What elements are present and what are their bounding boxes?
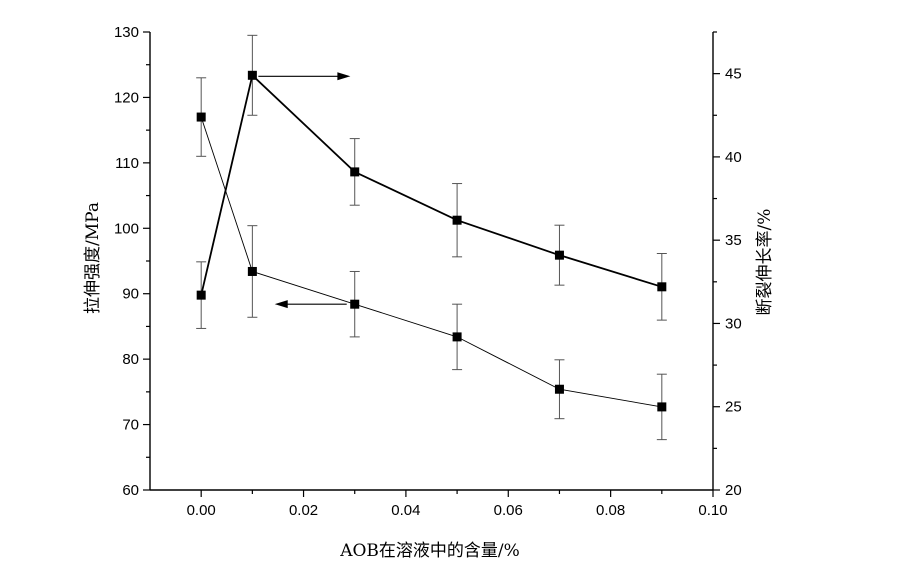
x-tick-label: 0.04 <box>391 502 420 519</box>
y-left-tick-label: 60 <box>122 482 139 499</box>
x-tick-label: 0.06 <box>494 502 523 519</box>
series-lines <box>200 73 663 408</box>
data-point <box>247 266 257 276</box>
y-left-axis-title: 拉伸强度/MPa <box>83 202 103 314</box>
y-left-tick-label: 110 <box>115 155 139 172</box>
axis-arrows <box>258 72 351 309</box>
data-point <box>554 384 564 394</box>
series-line-tensile-strength <box>200 116 662 408</box>
y-left-tick-label: 120 <box>114 89 139 106</box>
y-left-tick-label: 70 <box>122 417 139 434</box>
y-left-tick-label: 130 <box>114 24 139 41</box>
data-point <box>196 112 206 122</box>
data-point <box>657 402 667 412</box>
y-right-tick-label: 45 <box>725 66 742 83</box>
y-right-tick-label: 40 <box>725 149 742 166</box>
data-point <box>452 215 462 225</box>
arrow-right-head <box>337 72 351 81</box>
arrow-left-head <box>274 300 288 309</box>
data-point <box>657 282 667 292</box>
data-point <box>452 332 462 342</box>
y-left-tick-label: 90 <box>122 286 139 303</box>
x-tick-label: 0.00 <box>187 502 216 519</box>
x-tick-label: 0.08 <box>596 502 625 519</box>
data-point <box>196 290 206 300</box>
labels: AOB在溶液中的含量/% 拉伸强度/MPa 断裂伸长率/% <box>83 202 775 561</box>
data-point <box>350 299 360 309</box>
markers <box>196 70 667 412</box>
data-point <box>554 250 564 260</box>
error-bars <box>196 34 667 441</box>
axes: 0.00 0.02 0.04 0.06 0.08 0.10 60 70 80 90 100 110 12… <box>114 24 742 519</box>
x-tick-label: 0.02 <box>289 502 318 519</box>
y-left-tick-label: 100 <box>114 220 139 237</box>
x-axis-title: AOB在溶液中的含量/% <box>339 541 520 561</box>
y-right-axis-title: 断裂伸长率/% <box>755 209 775 316</box>
y-right-tick-label: 25 <box>725 399 742 416</box>
y-left-tick-label: 80 <box>122 351 139 368</box>
y-right-tick-label: 20 <box>725 482 742 499</box>
y-right-tick-label: 30 <box>725 315 742 332</box>
data-point <box>247 70 257 80</box>
y-right-tick-label: 35 <box>725 232 742 249</box>
x-tick-label: 0.10 <box>698 502 727 519</box>
series-line-elongation <box>200 73 663 296</box>
data-point <box>350 167 360 177</box>
